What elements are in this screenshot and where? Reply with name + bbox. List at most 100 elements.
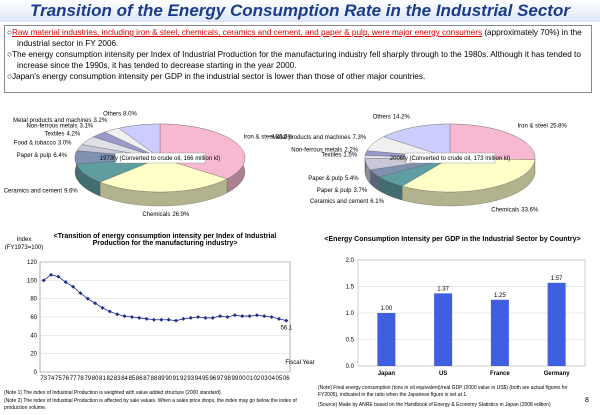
slice-value: 3.7%	[353, 188, 367, 194]
bar	[547, 282, 566, 366]
x-tick-label: 86	[136, 376, 143, 382]
marker	[144, 316, 149, 321]
marker	[159, 317, 164, 322]
marker	[196, 315, 201, 319]
marker	[232, 313, 237, 318]
marker	[107, 309, 112, 314]
x-tick-label: 93	[187, 376, 194, 382]
marker	[203, 315, 208, 320]
slice-label: Others 14.2%	[373, 114, 411, 120]
marker	[262, 314, 267, 319]
marker	[276, 316, 281, 321]
slice-name: Iron & steel	[517, 124, 547, 130]
x-tick-label: 74	[48, 376, 55, 382]
marker	[78, 291, 83, 296]
slide-title: Transition of the Energy Consumption Rat…	[0, 0, 600, 22]
note: (Source) Made by ANRE based on the Handb…	[318, 402, 551, 408]
marker	[269, 315, 274, 319]
slice-value: 1.5%	[343, 153, 357, 159]
x-tick-label: 97	[217, 376, 224, 382]
note: (Note 1) The index of Industrial Product…	[4, 390, 223, 396]
x-tick-label: 03	[261, 376, 268, 382]
marker	[129, 315, 134, 319]
x-tick-label: 06	[283, 376, 290, 382]
x-tick-label: Germany	[544, 371, 571, 377]
marker	[210, 315, 215, 320]
y-tick-label: 0.0	[346, 364, 355, 370]
bullet-text: (approximately 70%) in the industrial se…	[17, 28, 582, 48]
x-tick-label: 02	[254, 376, 261, 382]
x-tick-label: France	[490, 371, 510, 377]
bar-label: 1.00	[381, 306, 393, 312]
pie-slice	[366, 136, 451, 159]
pie-slice	[378, 157, 451, 187]
bullet-text: Japan's energy consumption intensity per…	[11, 72, 426, 81]
slice-name: Ceramics and cement	[4, 189, 63, 195]
slice-value: 4.2%	[67, 131, 81, 137]
slice-value: 3.0%	[58, 140, 72, 146]
slice-label: Textiles 4.2%	[44, 131, 80, 137]
slice-label: Others 8.0%	[103, 111, 137, 117]
y-tick-label: 120	[27, 260, 38, 266]
marker	[49, 272, 54, 277]
slice-name: Textiles	[321, 153, 341, 159]
x-tick-label: 85	[129, 376, 136, 382]
page-number: 8	[585, 397, 589, 404]
center-box	[114, 152, 206, 164]
x-tick-label: 98	[224, 376, 231, 382]
marker	[63, 280, 68, 285]
x-axis-label: Fiscal Year	[285, 360, 314, 366]
marker	[166, 317, 171, 322]
pie-slice	[118, 123, 161, 159]
slice-label: Ceramics and cement 9.6%	[4, 189, 79, 195]
y-tick-label: 80	[30, 297, 37, 303]
x-tick-label: 73	[40, 376, 47, 382]
slice-value: 2.2%	[344, 148, 358, 154]
slice-name: Paper & pulp	[308, 176, 343, 182]
x-tick-label: 76	[62, 376, 69, 382]
slice-label: Textiles 1.5%	[321, 153, 357, 159]
bar	[377, 313, 396, 366]
end-label: 56.1	[280, 326, 292, 332]
x-tick-label: 88	[151, 376, 158, 382]
marker	[151, 317, 156, 322]
x-tick-label: 05	[276, 376, 283, 382]
x-tick-label: 78	[77, 376, 84, 382]
marker	[137, 315, 142, 320]
marker	[174, 318, 179, 323]
slice-label: Ceramics and cement 6.1%	[310, 199, 385, 205]
x-tick-label: 99	[232, 376, 239, 382]
note: (Note) Final energy consumption (tons in…	[318, 385, 568, 398]
bullet-text: The energy consumption intensity per Ind…	[11, 50, 581, 70]
slice-label: Paper & pulp 3.7%	[317, 188, 368, 194]
slice-label: Iron & steel 25.8%	[517, 124, 567, 130]
slice-label: Paper & pulp 5.4%	[308, 176, 359, 182]
slice-value: 6.4%	[53, 153, 67, 159]
bar-label: 1.25	[494, 293, 506, 299]
highlight: Raw material industries, including iron …	[11, 28, 483, 37]
slice-name: Food & tobacco	[14, 140, 57, 146]
marker	[218, 314, 223, 319]
marker	[188, 315, 193, 320]
marker	[56, 274, 61, 279]
slice-name: Non-ferrous metals	[26, 123, 77, 129]
x-tick-label: 82	[107, 376, 114, 382]
x-tick-label: US	[439, 371, 447, 377]
bar-title: <Energy Consumption Intensity per GDP in…	[324, 236, 581, 243]
slice-name: Metal products and machines	[272, 135, 350, 141]
y-tick-label: 60	[30, 315, 37, 321]
slice-value: 3.1%	[79, 123, 93, 129]
slice-name: Metal products and machines	[13, 118, 91, 124]
bar-label: 1.57	[551, 276, 563, 282]
y-tick-label: 40	[30, 333, 37, 339]
marker	[284, 318, 289, 323]
x-tick-label: 79	[84, 376, 91, 382]
marker	[85, 296, 90, 301]
pie-slice	[99, 157, 228, 193]
slice-name: Chemicals	[491, 207, 519, 213]
slice-label: Non-ferrous metals 2.2%	[291, 148, 358, 154]
slice-value: 8.0%	[123, 111, 137, 117]
y-tick-label: 0	[34, 370, 38, 376]
slice-name: Others	[103, 111, 121, 117]
